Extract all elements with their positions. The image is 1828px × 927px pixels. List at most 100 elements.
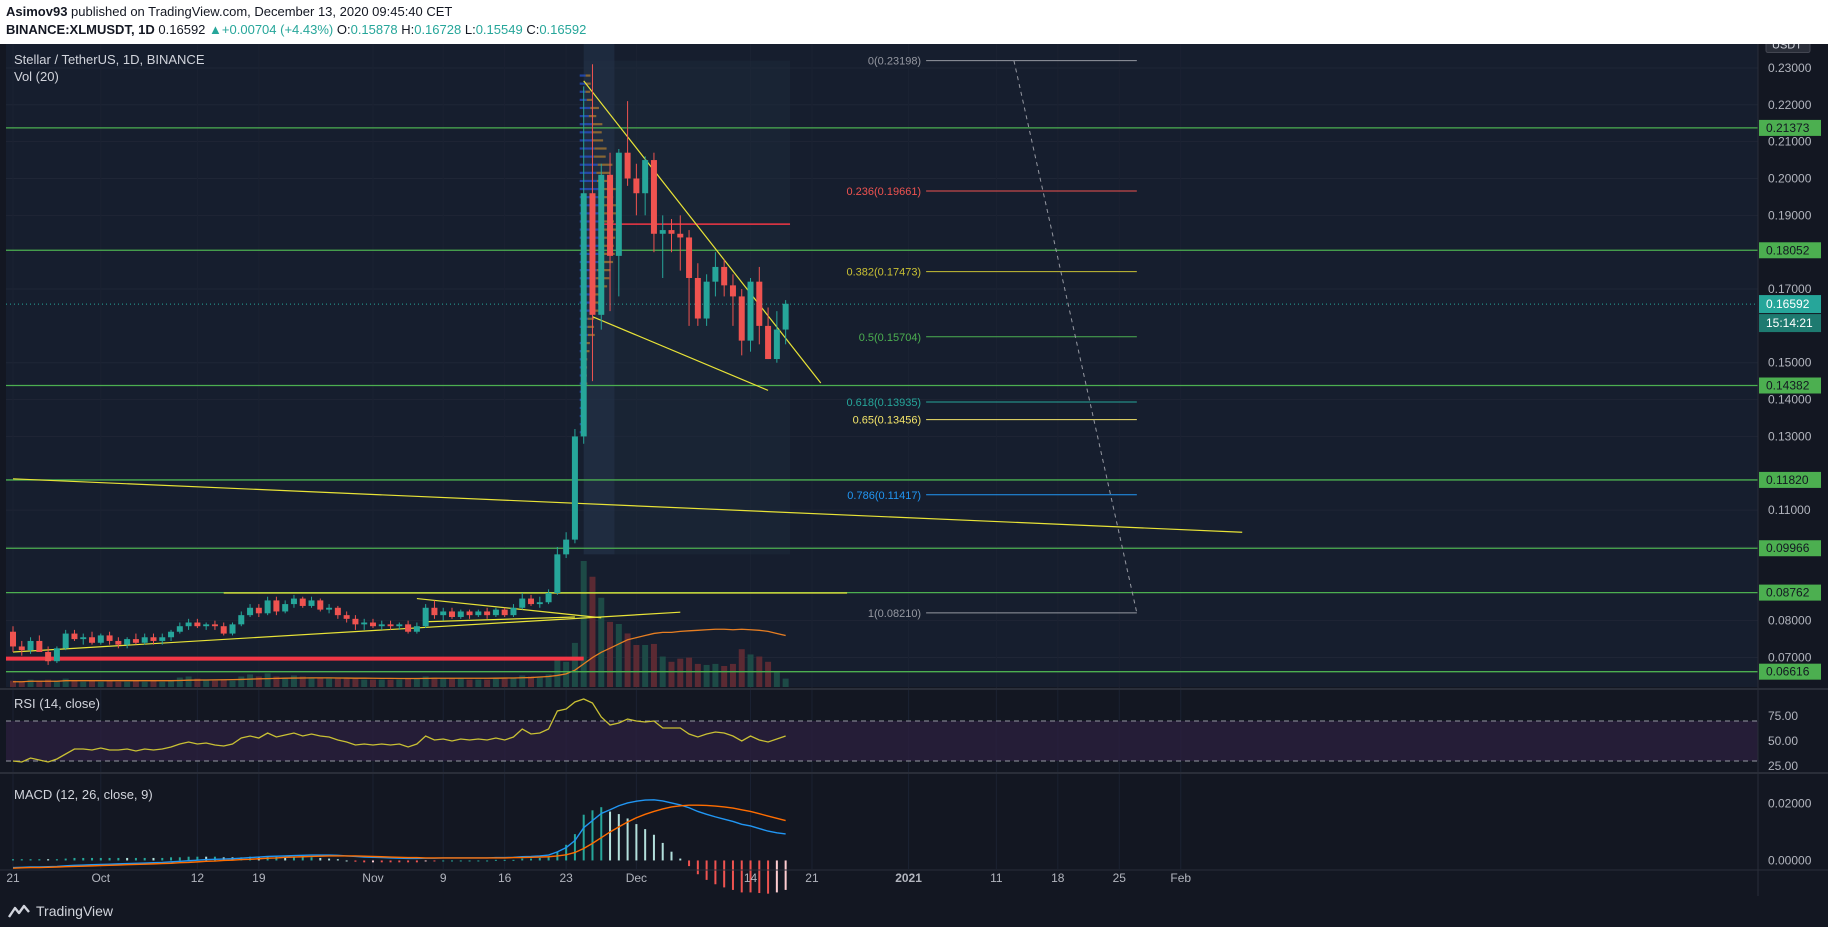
macd-histogram-bar bbox=[723, 860, 725, 887]
profile-bar-buy bbox=[580, 180, 597, 182]
volume-bar bbox=[554, 660, 560, 687]
macd-histogram-bar bbox=[188, 857, 190, 861]
volume-bar bbox=[203, 680, 209, 687]
candle-body bbox=[19, 646, 25, 650]
volume-legend: Vol (20) bbox=[14, 69, 59, 84]
price-tick-0: 0.23000 bbox=[1768, 61, 1812, 75]
candle-body bbox=[748, 282, 754, 341]
candle-body bbox=[379, 624, 385, 626]
level-tag-3: 0.11820 bbox=[1766, 473, 1809, 487]
candle-body bbox=[704, 282, 710, 319]
time-tick-13: 18 bbox=[1051, 871, 1065, 885]
candle-body bbox=[98, 635, 104, 642]
candle-body bbox=[317, 600, 323, 609]
macd-histogram-bar bbox=[21, 859, 23, 860]
fib-label-0.786: 0.786(0.11417) bbox=[847, 490, 921, 502]
candle-body bbox=[414, 626, 420, 632]
profile-bar-buy bbox=[580, 107, 591, 109]
profile-bar-sell bbox=[596, 172, 610, 174]
macd-histogram-bar bbox=[144, 858, 146, 861]
time-tick-5: 9 bbox=[440, 871, 447, 885]
volume-bar bbox=[572, 643, 578, 687]
macd-histogram-bar bbox=[758, 860, 760, 893]
macd-histogram-bar bbox=[512, 860, 514, 861]
volume-bar bbox=[607, 622, 613, 687]
macd-histogram-bar bbox=[662, 843, 664, 861]
fib-label-0.65: 0.65(0.13456) bbox=[853, 415, 922, 427]
time-tick-12: 11 bbox=[990, 871, 1003, 885]
macd-histogram-bar bbox=[126, 858, 128, 861]
tradingview-logo-icon bbox=[8, 903, 30, 919]
profile-bar-buy bbox=[580, 188, 600, 190]
profile-bar-sell bbox=[587, 99, 593, 101]
volume-bar bbox=[291, 675, 297, 687]
macd-histogram-bar bbox=[600, 807, 602, 860]
volume-bar bbox=[598, 598, 604, 687]
candle-body bbox=[458, 611, 464, 617]
profile-bar-buy bbox=[580, 164, 598, 166]
level-tag-1: 0.18052 bbox=[1766, 243, 1810, 257]
macd-histogram-bar bbox=[469, 860, 471, 861]
candle-body bbox=[475, 611, 481, 615]
rsi-tick-2: 25.00 bbox=[1768, 759, 1798, 773]
macd-histogram-bar bbox=[504, 860, 506, 861]
chart-canvas[interactable]: 0(0.23198) 0.236(0.19661) 0.382(0.17473) 0.… bbox=[0, 44, 1828, 896]
volume-bar bbox=[669, 662, 675, 687]
rsi-band-fill bbox=[6, 721, 1758, 761]
macd-histogram-bar bbox=[741, 860, 743, 892]
candle-body bbox=[669, 230, 675, 234]
volume-bar bbox=[774, 672, 780, 687]
macd-histogram-bar bbox=[591, 810, 593, 860]
fib-label-0.618: 0.618(0.13935) bbox=[846, 397, 921, 409]
up-triangle-icon: ▲ bbox=[209, 22, 222, 37]
macd-histogram-bar bbox=[785, 860, 787, 889]
macd-histogram-bar bbox=[635, 824, 637, 860]
profile-bar-sell bbox=[594, 147, 606, 149]
price-tick-4: 0.19000 bbox=[1768, 208, 1812, 222]
macd-histogram-bar bbox=[442, 860, 444, 861]
profile-bar-buy bbox=[580, 131, 592, 133]
profile-bar-buy bbox=[580, 123, 592, 125]
candle-body bbox=[291, 599, 297, 605]
volume-bar bbox=[133, 681, 139, 687]
candle-body bbox=[660, 230, 666, 234]
macd-histogram-bar bbox=[460, 860, 462, 861]
volume-bar bbox=[309, 678, 315, 687]
volume-bar bbox=[80, 682, 86, 687]
volume-bar bbox=[142, 682, 148, 687]
profile-bar-sell bbox=[592, 123, 602, 125]
volume-bar bbox=[537, 677, 543, 688]
candle-body bbox=[423, 608, 429, 626]
candle-body bbox=[616, 153, 622, 256]
volume-bar bbox=[475, 680, 481, 687]
macd-histogram-bar bbox=[539, 858, 541, 861]
candle-body bbox=[203, 624, 209, 626]
candle-body bbox=[80, 637, 86, 639]
volume-bar bbox=[168, 681, 174, 687]
candle-body bbox=[739, 296, 745, 340]
candle-body bbox=[484, 611, 490, 615]
time-tick-14: 25 bbox=[1113, 871, 1127, 885]
candle-body bbox=[537, 602, 543, 604]
profile-bar-sell bbox=[588, 334, 595, 336]
candle-body bbox=[177, 626, 183, 632]
macd-tick-1: 0.00000 bbox=[1768, 853, 1812, 867]
candle-body bbox=[71, 634, 77, 640]
candle-body bbox=[589, 193, 595, 315]
volume-bar bbox=[677, 659, 683, 687]
author-name[interactable]: Asimov93 bbox=[6, 4, 67, 19]
volume-bar bbox=[159, 682, 165, 687]
candle-body bbox=[133, 639, 139, 643]
candle-body bbox=[186, 623, 192, 627]
macd-histogram-bar bbox=[433, 860, 435, 861]
candle-body bbox=[721, 267, 727, 285]
volume-bar bbox=[730, 664, 736, 687]
volume-bar bbox=[63, 679, 69, 687]
candle-body bbox=[431, 608, 437, 615]
macd-histogram-bar bbox=[574, 834, 576, 860]
candle-body bbox=[642, 160, 648, 193]
high-label: H: bbox=[401, 22, 414, 37]
macd-histogram-bar bbox=[776, 860, 778, 892]
tradingview-logo[interactable]: TradingView bbox=[8, 903, 113, 919]
macd-histogram-bar bbox=[618, 814, 620, 860]
